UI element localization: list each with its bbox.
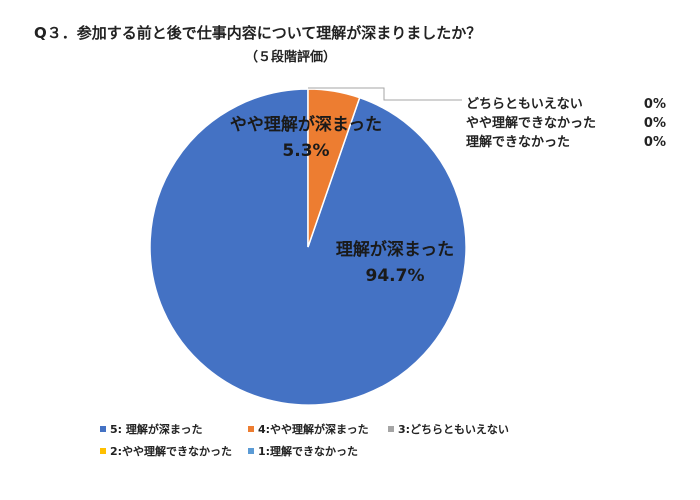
zero-label-name: どちらともいえない [466, 97, 583, 112]
legend-item: 4:やや理解が深まった [248, 421, 388, 437]
legend-swatch [248, 448, 254, 454]
slice-label: やや理解が深まった [230, 114, 382, 135]
legend-label: 3:どちらともいえない [398, 423, 509, 436]
zero-label-value: 0% [643, 97, 666, 112]
zero-label-row: どちらともいえない 0% [466, 95, 666, 114]
pie-slice [307, 88, 361, 248]
zero-label-name: 理解できなかった [466, 135, 571, 150]
zero-label-row: やや理解できなかった 0% [466, 114, 666, 133]
legend-label: 1:理解できなかった [258, 445, 359, 458]
zero-label-value: 0% [643, 116, 666, 131]
legend-item: 3:どちらともいえない [388, 421, 536, 437]
legend-label: 2:やや理解できなかった [110, 445, 233, 458]
zero-label-name: やや理解できなかった [466, 116, 597, 131]
zero-value-leader-line [308, 87, 462, 101]
chart-subtitle: （５段階評価） [245, 50, 337, 65]
legend-swatch [100, 448, 106, 454]
legend-label: 4:やや理解が深まった [258, 423, 369, 436]
chart-legend: 5: 理解が深まった 4:やや理解が深まった 3:どちらともいえない 2:やや理… [100, 418, 536, 462]
legend-item: 1:理解できなかった [248, 443, 388, 459]
zero-value-labels: どちらともいえない 0% やや理解できなかった 0% 理解できなかった 0% [466, 95, 666, 152]
legend-row: 2:やや理解できなかった 1:理解できなかった [100, 440, 536, 462]
legend-item: 2:やや理解できなかった [100, 443, 248, 459]
legend-swatch [248, 426, 254, 432]
legend-swatch [100, 426, 106, 432]
slice-value-label: 94.7% [366, 266, 425, 286]
chart-title: Q３．参加する前と後で仕事内容について理解が深まりましたか？ [34, 24, 482, 42]
legend-item: 5: 理解が深まった [100, 421, 248, 437]
legend-label: 5: 理解が深まった [110, 423, 203, 436]
slice-label: 理解が深まった [336, 239, 454, 260]
legend-swatch [388, 426, 394, 432]
zero-label-value: 0% [643, 135, 666, 150]
zero-label-row: 理解できなかった 0% [466, 133, 666, 152]
slice-value-label: 5.3% [282, 141, 329, 161]
pie-slices [149, 88, 467, 406]
legend-row: 5: 理解が深まった 4:やや理解が深まった 3:どちらともいえない [100, 418, 536, 440]
pie-data-labels: 理解が深まった 94.7% やや理解が深まった 5.3% [230, 114, 454, 286]
